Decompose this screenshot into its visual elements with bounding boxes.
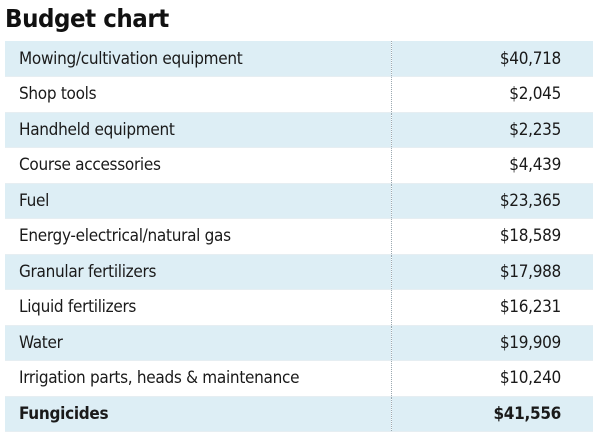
- row-amount-value: $19,909: [391, 325, 593, 361]
- row-item-label: Shop tools: [5, 76, 392, 113]
- table-row: Fungicides $41,556: [5, 396, 593, 432]
- row-item-label: Granular fertilizers: [5, 254, 392, 290]
- table-row: Course accessories $4,439: [5, 147, 593, 184]
- row-amount-value: $10,240: [391, 360, 593, 397]
- table-row: Fuel $23,365: [5, 183, 593, 219]
- row-amount-value: $2,235: [391, 112, 593, 148]
- table-row: Granular fertilizers $17,988: [5, 254, 593, 290]
- row-amount-value: $41,556: [391, 396, 593, 432]
- table-row: Liquid fertilizers $16,231: [5, 289, 593, 326]
- chart-title: Budget chart: [5, 4, 169, 33]
- table-row: Shop tools $2,045: [5, 76, 593, 113]
- row-item-label: Irrigation parts, heads & maintenance: [5, 360, 392, 397]
- budget-table: Mowing/cultivation equipment $40,718 Shop …: [5, 41, 593, 432]
- row-amount-value: $18,589: [391, 218, 593, 255]
- table-body: Mowing/cultivation equipment $40,718 Shop …: [5, 41, 593, 432]
- row-item-label: Fungicides: [5, 396, 392, 432]
- table-row: Water $19,909: [5, 325, 593, 361]
- row-amount-value: $2,045: [391, 76, 593, 113]
- row-amount-value: $17,988: [391, 254, 593, 290]
- row-amount-value: $23,365: [391, 183, 593, 219]
- row-item-label: Handheld equipment: [5, 112, 392, 148]
- table-row: Energy-electrical/natural gas $18,589: [5, 218, 593, 255]
- table-row: Irrigation parts, heads & maintenance $10…: [5, 360, 593, 397]
- row-item-label: Course accessories: [5, 147, 392, 184]
- row-amount-value: $16,231: [391, 289, 593, 326]
- row-item-label: Liquid fertilizers: [5, 289, 392, 326]
- row-item-label: Fuel: [5, 183, 392, 219]
- row-amount-value: $40,718: [391, 41, 593, 77]
- table-row: Handheld equipment $2,235: [5, 112, 593, 148]
- table-row: Mowing/cultivation equipment $40,718: [5, 41, 593, 77]
- row-item-label: Water: [5, 325, 392, 361]
- row-item-label: Mowing/cultivation equipment: [5, 41, 392, 77]
- row-item-label: Energy-electrical/natural gas: [5, 218, 392, 255]
- row-amount-value: $4,439: [391, 147, 593, 184]
